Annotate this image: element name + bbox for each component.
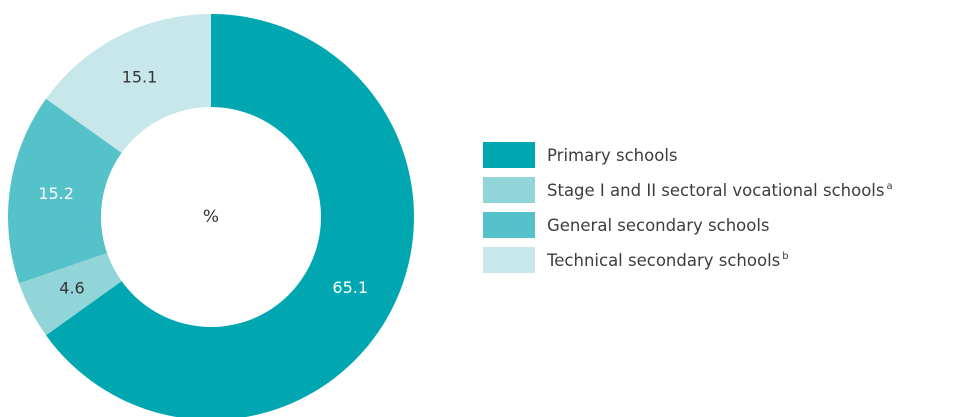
- legend-item-4: Technical secondary schools b: [483, 247, 953, 273]
- legend-label-text: General secondary schools: [547, 215, 770, 235]
- legend-label-text: Primary schools: [547, 145, 678, 165]
- legend-label: General secondary schools: [547, 216, 770, 235]
- donut-slice-2: [19, 252, 122, 336]
- center-label: %: [203, 207, 219, 227]
- legend-label: Primary schools: [547, 146, 678, 165]
- slice-value-labels: 65.1 4.6 15.2 15.1: [38, 67, 368, 297]
- slice-value-label-3: 15.2: [38, 184, 74, 203]
- legend-label: Stage I and II sectoral vocational schoo…: [547, 181, 893, 200]
- legend-footnote-marker: b: [782, 251, 789, 262]
- legend-swatch: [483, 212, 535, 238]
- legend-swatch: [483, 177, 535, 203]
- legend-label: Technical secondary schools b: [547, 251, 789, 270]
- donut-slices: [8, 14, 414, 417]
- legend-swatch: [483, 247, 535, 273]
- legend-item-3: General secondary schools: [483, 212, 953, 238]
- slice-value-label-1: 65.1: [332, 278, 368, 297]
- legend-footnote-marker: a: [886, 181, 893, 192]
- donut-slice-1: [46, 14, 414, 417]
- donut-slice-3: [8, 98, 122, 284]
- donut-slice-4: [46, 14, 211, 153]
- legend-item-1: Primary schools: [483, 142, 953, 168]
- legend-label-text: Stage I and II sectoral vocational schoo…: [547, 180, 885, 200]
- legend-label-text: Technical secondary schools: [547, 250, 781, 270]
- legend-item-2: Stage I and II sectoral vocational schoo…: [483, 177, 953, 203]
- slice-value-label-4: 15.1: [122, 67, 158, 86]
- legend: Primary schools Stage I and II sectoral v…: [483, 142, 953, 282]
- legend-swatch: [483, 142, 535, 168]
- slice-value-label-2: 4.6: [59, 278, 84, 297]
